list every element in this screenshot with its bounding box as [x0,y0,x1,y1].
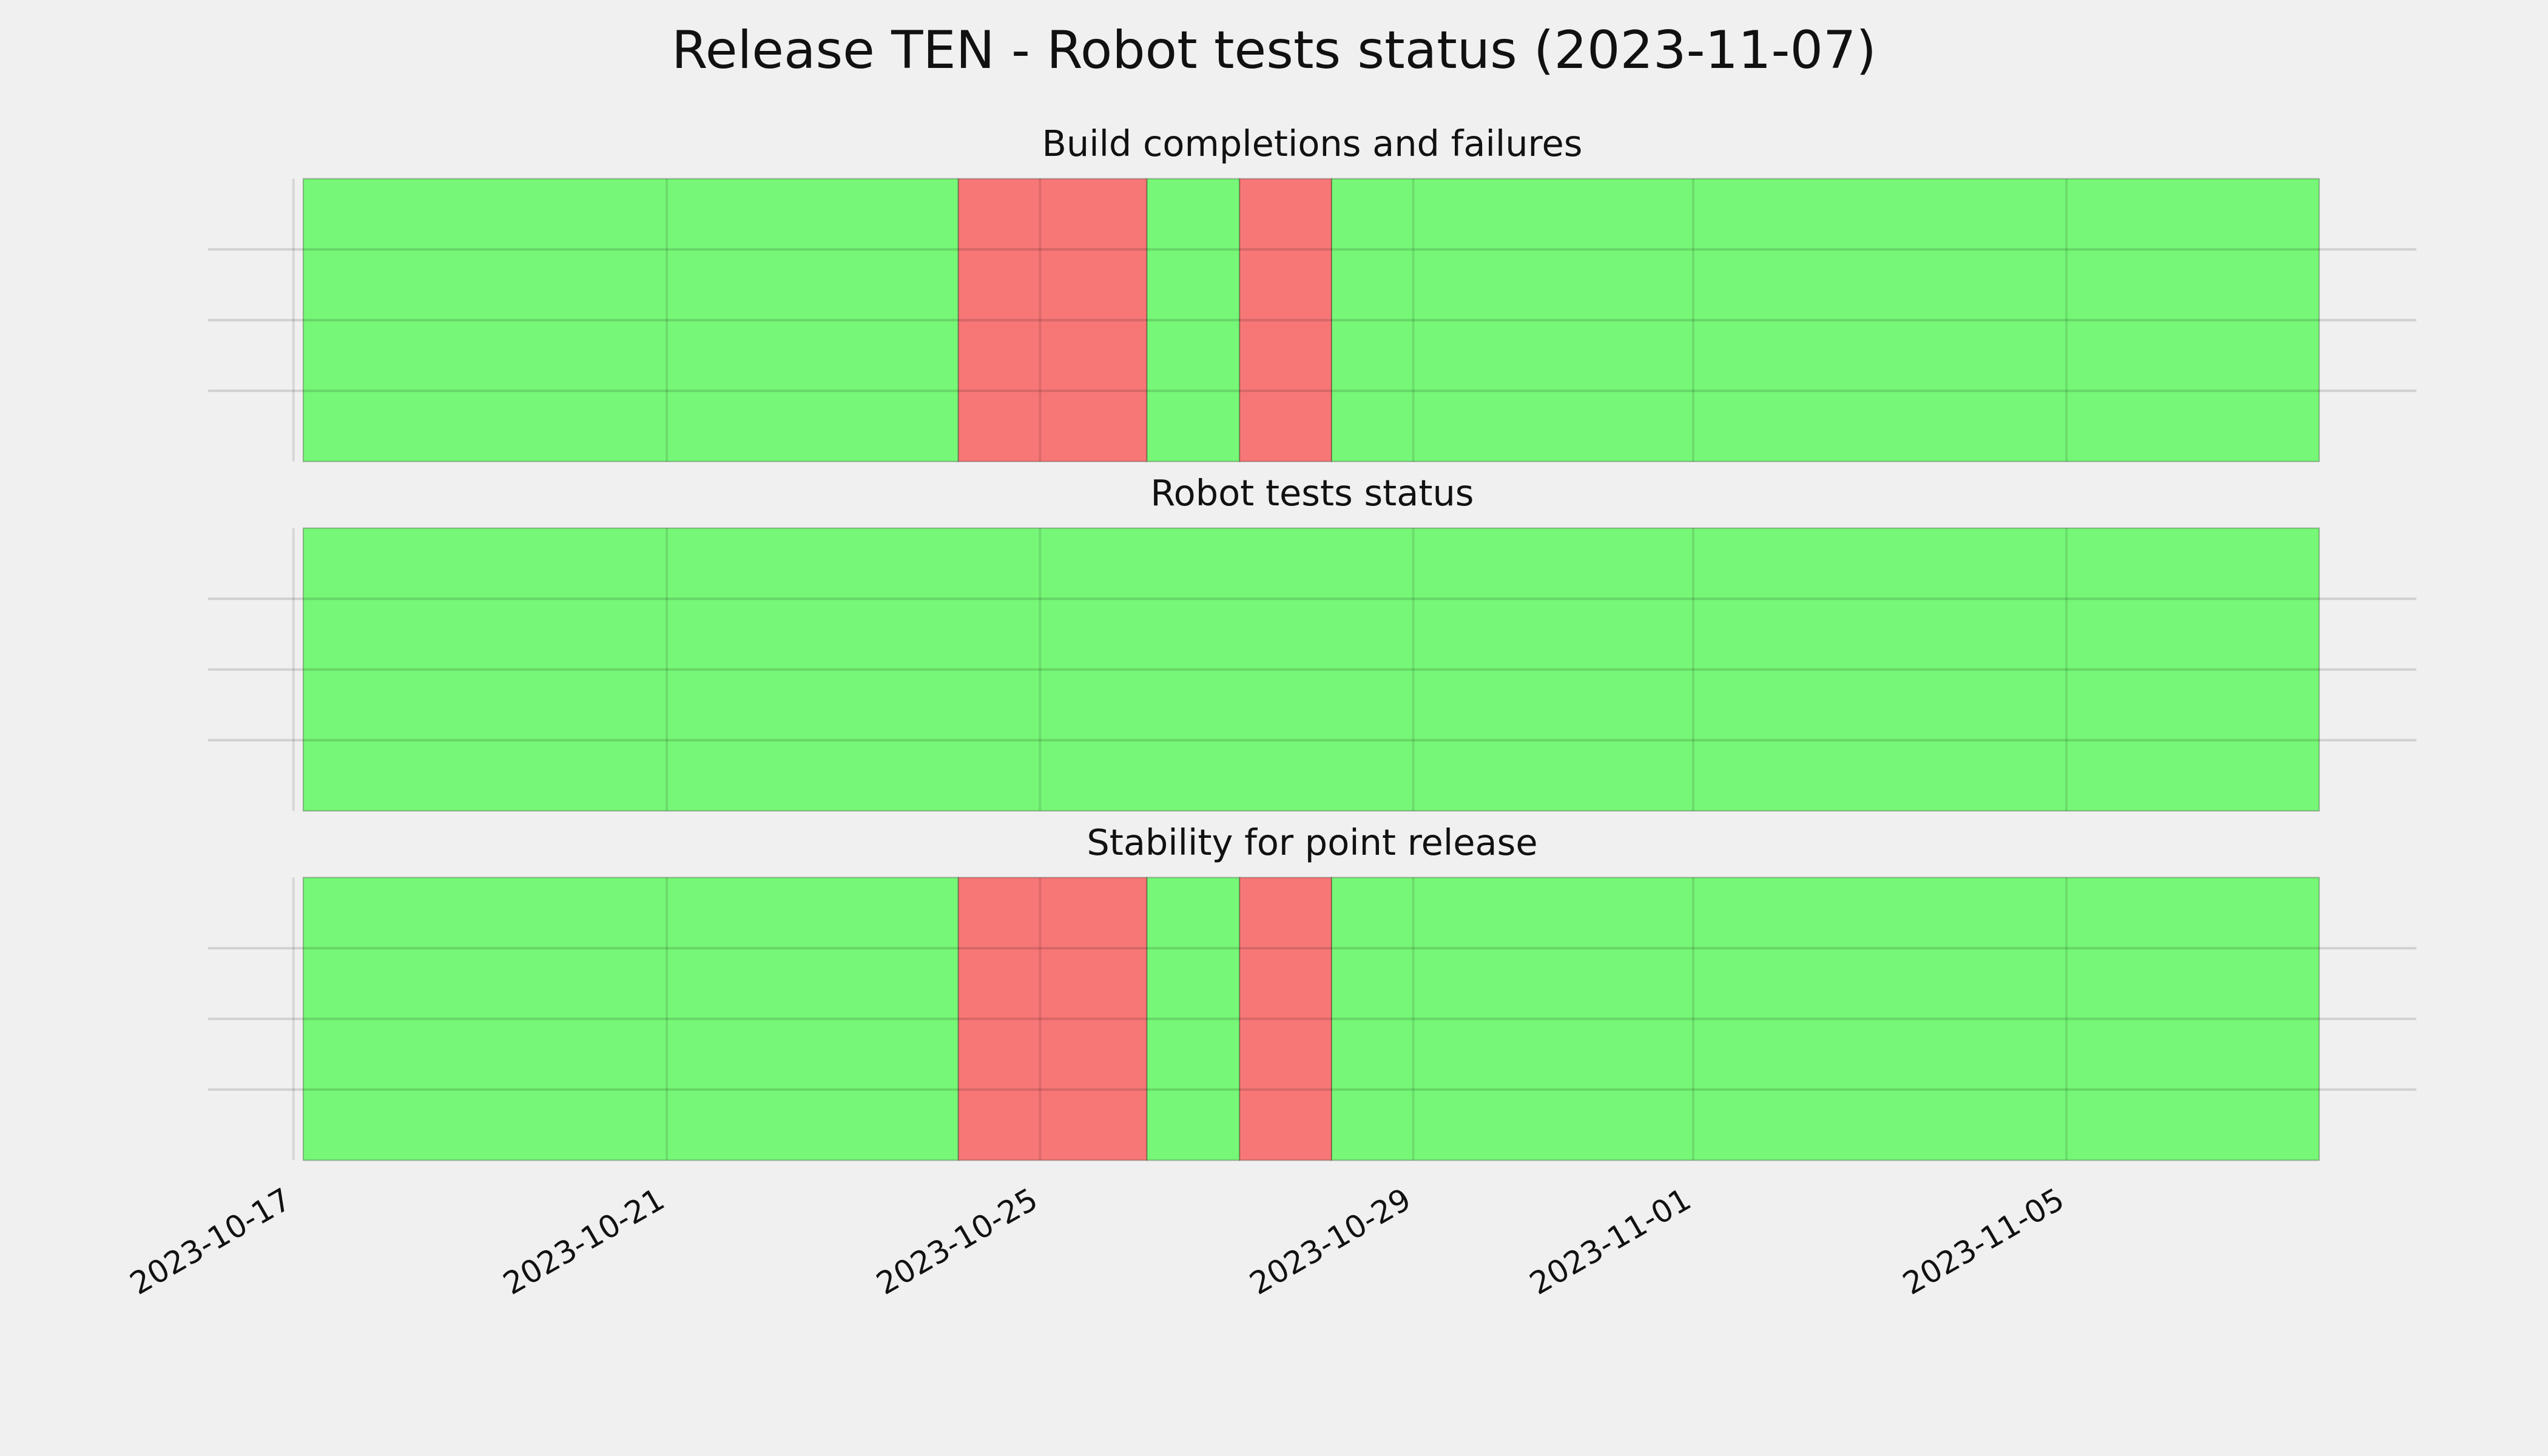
status-segment [302,527,2320,812]
status-segment [302,178,959,462]
status-segment [1330,178,2320,462]
status-segment [1330,877,2320,1161]
status-segment [1146,178,1241,462]
status-segment [1146,877,1241,1161]
status-segment [957,877,1148,1161]
subplot-title: Robot tests status [1150,472,1474,514]
status-segment [1239,178,1333,462]
subplot-title: Build completions and failures [1042,123,1582,164]
subplot-title: Stability for point release [1087,821,1537,863]
status-segment [957,178,1148,462]
status-segment [1239,877,1333,1161]
chart-title: Release TEN - Robot tests status (2023-1… [672,20,1876,81]
